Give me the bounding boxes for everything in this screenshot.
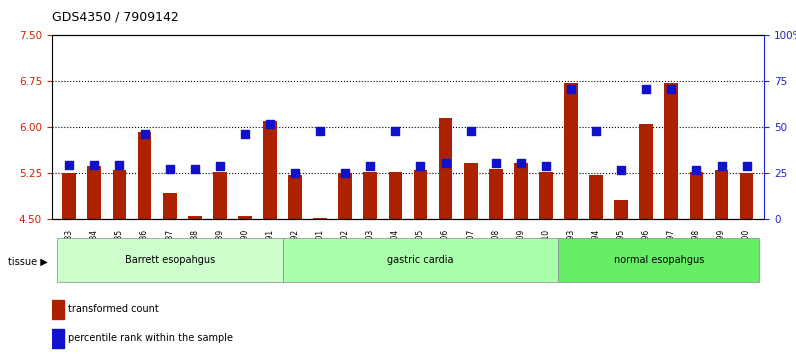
Text: normal esopahgus: normal esopahgus	[614, 255, 704, 265]
Bar	[464, 163, 478, 219]
Point	[113, 162, 126, 168]
Point	[163, 166, 176, 171]
Point	[740, 163, 753, 169]
Point	[339, 171, 352, 176]
Bar	[689, 172, 704, 219]
Bar	[338, 173, 352, 219]
Point	[615, 167, 627, 173]
Bar	[414, 170, 427, 219]
FancyBboxPatch shape	[559, 238, 759, 282]
Text: gastric cardia: gastric cardia	[387, 255, 454, 265]
Point	[289, 171, 302, 176]
Bar	[88, 166, 101, 219]
Bar	[213, 172, 227, 219]
Text: Barrett esopahgus: Barrett esopahgus	[124, 255, 215, 265]
Point	[88, 162, 101, 168]
Bar	[62, 173, 76, 219]
Bar	[288, 175, 302, 219]
Bar	[188, 216, 201, 219]
Bar	[739, 173, 754, 219]
Point	[439, 160, 452, 166]
Point	[364, 163, 377, 169]
Bar	[715, 170, 728, 219]
Point	[564, 87, 577, 92]
Point	[139, 131, 151, 136]
Bar	[364, 172, 377, 219]
Bar	[539, 172, 552, 219]
Bar	[52, 300, 64, 319]
Point	[389, 128, 402, 133]
Bar	[162, 193, 177, 219]
Point	[63, 162, 76, 168]
Point	[665, 87, 677, 92]
Bar	[52, 329, 64, 348]
Bar	[665, 82, 678, 219]
Point	[213, 163, 226, 169]
Bar	[263, 121, 277, 219]
Text: transformed count: transformed count	[68, 304, 158, 314]
Bar	[564, 82, 578, 219]
Point	[514, 160, 527, 166]
FancyBboxPatch shape	[283, 238, 559, 282]
Point	[314, 128, 326, 133]
Bar	[112, 170, 127, 219]
Bar	[314, 218, 327, 219]
Point	[189, 166, 201, 171]
Bar	[615, 200, 628, 219]
Bar	[138, 132, 151, 219]
Bar	[639, 124, 654, 219]
Bar	[489, 169, 502, 219]
Bar	[439, 118, 452, 219]
FancyBboxPatch shape	[57, 238, 283, 282]
Point	[640, 87, 653, 92]
Point	[239, 131, 252, 136]
Point	[540, 163, 552, 169]
Bar	[388, 172, 402, 219]
Point	[590, 128, 603, 133]
Point	[414, 163, 427, 169]
Point	[263, 121, 276, 127]
Bar	[589, 175, 603, 219]
Point	[715, 163, 728, 169]
Bar	[238, 216, 252, 219]
Text: GDS4350 / 7909142: GDS4350 / 7909142	[52, 11, 178, 24]
Point	[490, 160, 502, 166]
Text: percentile rank within the sample: percentile rank within the sample	[68, 333, 232, 343]
Point	[690, 167, 703, 173]
Point	[464, 128, 477, 133]
Text: tissue ▶: tissue ▶	[8, 257, 48, 267]
Bar	[514, 163, 528, 219]
